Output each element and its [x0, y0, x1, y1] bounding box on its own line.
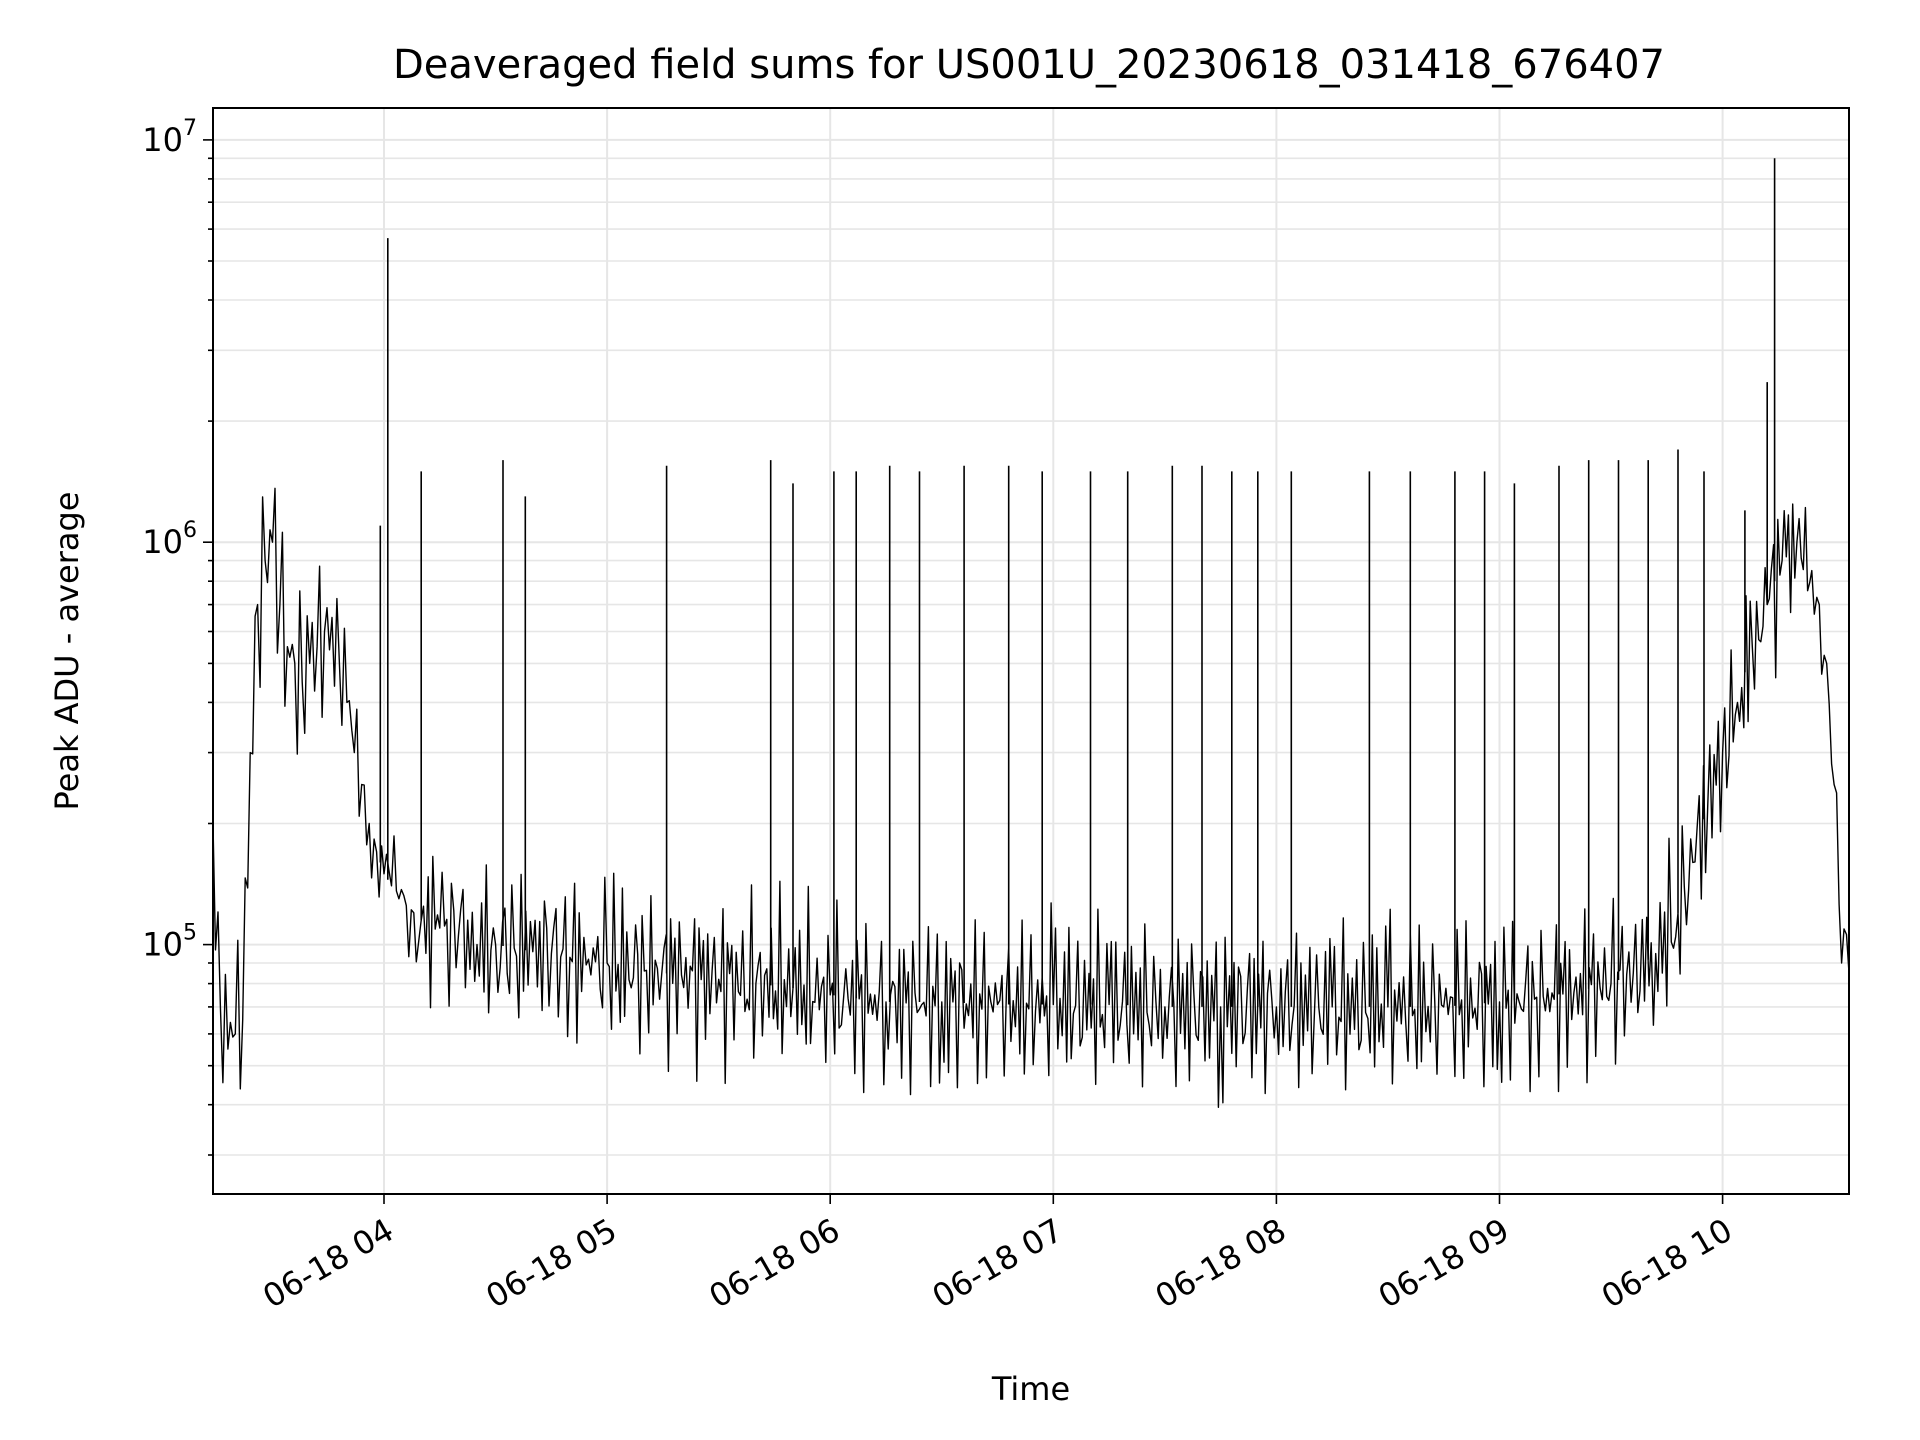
x-tick-label: 06-18 09	[1372, 1211, 1516, 1316]
y-axis-label: Peak ADU - average	[48, 492, 86, 811]
y-tick-label: 106	[142, 518, 197, 561]
x-tick-label: 06-18 05	[480, 1211, 624, 1316]
spike-series	[379, 158, 1776, 1007]
x-tick-label: 06-18 04	[256, 1211, 400, 1316]
y-tick-label: 105	[142, 921, 197, 964]
x-axis-label: Time	[991, 1370, 1070, 1408]
y-tick-label: 107	[142, 116, 197, 159]
grid	[213, 108, 1849, 1194]
series-line	[212, 487, 1850, 1108]
x-tick-label: 06-18 10	[1595, 1211, 1739, 1316]
x-tick-label: 06-18 08	[1149, 1211, 1293, 1316]
plot-area-background	[213, 108, 1849, 1194]
x-tick-label: 06-18 06	[703, 1211, 847, 1316]
plot-frame	[212, 107, 1850, 1195]
x-tick-label: 06-18 07	[926, 1211, 1070, 1316]
chart-title: Deaveraged field sums for US001U_2023061…	[393, 42, 1665, 88]
